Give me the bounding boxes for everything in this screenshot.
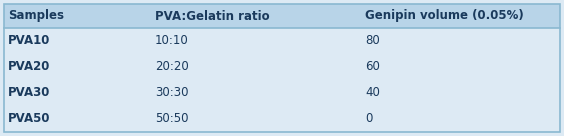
- Text: 80: 80: [365, 35, 380, 47]
- Text: 20:20: 20:20: [155, 61, 189, 73]
- Text: Samples: Samples: [8, 10, 64, 22]
- Text: Genipin volume (0.05%): Genipin volume (0.05%): [365, 10, 524, 22]
- Text: 40: 40: [365, 86, 380, 100]
- Text: 30:30: 30:30: [155, 86, 188, 100]
- Text: 10:10: 10:10: [155, 35, 189, 47]
- Text: PVA50: PVA50: [8, 112, 51, 126]
- Text: 0: 0: [365, 112, 372, 126]
- Text: PVA:Gelatin ratio: PVA:Gelatin ratio: [155, 10, 270, 22]
- Text: 60: 60: [365, 61, 380, 73]
- Bar: [4, 4, 560, 28]
- Text: 50:50: 50:50: [155, 112, 188, 126]
- Text: PVA10: PVA10: [8, 35, 50, 47]
- Text: PVA30: PVA30: [8, 86, 50, 100]
- Text: PVA20: PVA20: [8, 61, 50, 73]
